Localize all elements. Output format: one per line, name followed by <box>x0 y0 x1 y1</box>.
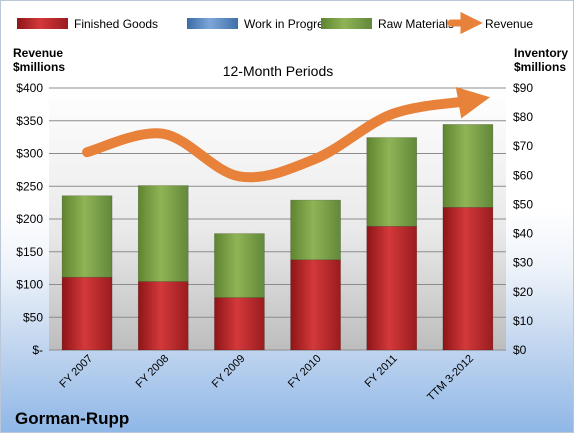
gridlines <box>49 87 506 351</box>
right-tick-label: $10 <box>513 314 533 328</box>
bars <box>61 124 494 351</box>
bar-finished-goods <box>290 259 341 351</box>
bar-finished-goods <box>214 297 265 351</box>
bar-raw-materials <box>290 199 341 261</box>
right-tick-label: $60 <box>513 168 533 182</box>
left-axis-ticks: $- $50 $100 $150 $200 $250 $300 $350 $400 <box>16 81 43 357</box>
bar-raw-materials <box>366 137 418 227</box>
left-axis-title-line2: $millions <box>13 60 65 74</box>
left-tick-label: $100 <box>16 278 43 292</box>
legend-swatch-raw-materials <box>321 18 372 29</box>
bar-raw-materials <box>137 185 189 282</box>
bar-finished-goods <box>366 225 418 351</box>
category-labels: FY 2007 FY 2008 FY 2009 FY 2010 FY 2011 TTM 3… <box>57 353 476 404</box>
right-axis-title-line2: $millions <box>514 60 566 74</box>
right-tick-label: $40 <box>513 227 533 241</box>
category-label: FY 2009 <box>210 353 248 391</box>
legend-swatch-finished-goods <box>17 18 68 29</box>
legend-label-raw-materials: Raw Materials <box>378 17 454 31</box>
right-tick-label: $80 <box>513 110 533 124</box>
category-label: FY 2007 <box>57 353 95 391</box>
left-tick-label: $250 <box>16 179 43 193</box>
company-name: Gorman-Rupp <box>15 409 129 428</box>
right-tick-label: $30 <box>513 256 533 270</box>
revenue-line-path <box>82 86 490 183</box>
bar-raw-materials <box>442 124 494 208</box>
revenue-line <box>82 86 490 183</box>
left-tick-label: $400 <box>16 81 43 95</box>
legend: Finished Goods Work in Progress Raw Mate… <box>17 11 533 35</box>
category-label: FY 2008 <box>134 353 172 391</box>
bar-finished-goods <box>442 207 494 351</box>
left-tick-label: $300 <box>16 147 43 161</box>
category-label: FY 2011 <box>363 353 400 390</box>
right-tick-label: $70 <box>513 139 533 153</box>
right-tick-label: $0 <box>513 343 527 357</box>
left-tick-label: $200 <box>16 212 43 226</box>
bar-raw-materials <box>61 195 113 278</box>
bar-finished-goods <box>61 276 113 351</box>
legend-label-finished-goods: Finished Goods <box>74 17 158 31</box>
legend-swatch-work-in-progress <box>187 18 238 29</box>
right-axis-title-line1: Inventory <box>514 46 568 60</box>
right-tick-label: $50 <box>513 197 533 211</box>
bar-raw-materials <box>214 233 265 298</box>
right-tick-label: $20 <box>513 285 533 299</box>
legend-label-work-in-progress: Work in Progress <box>244 17 336 31</box>
left-tick-label: $350 <box>16 114 43 128</box>
left-tick-label: $- <box>32 343 43 357</box>
right-axis-ticks: $0 $10 $20 $30 $40 $50 $60 $70 $80 $90 <box>513 81 533 357</box>
left-tick-label: $150 <box>16 245 43 259</box>
legend-label-revenue: Revenue <box>485 17 533 31</box>
category-label: FY 2010 <box>286 353 324 391</box>
left-tick-label: $50 <box>23 310 43 324</box>
bar-finished-goods <box>137 281 189 351</box>
left-axis-title-line1: Revenue <box>13 46 63 60</box>
right-tick-label: $90 <box>513 81 533 95</box>
chart-title: 12-Month Periods <box>223 63 334 79</box>
category-label: TTM 3-2012 <box>425 353 476 404</box>
